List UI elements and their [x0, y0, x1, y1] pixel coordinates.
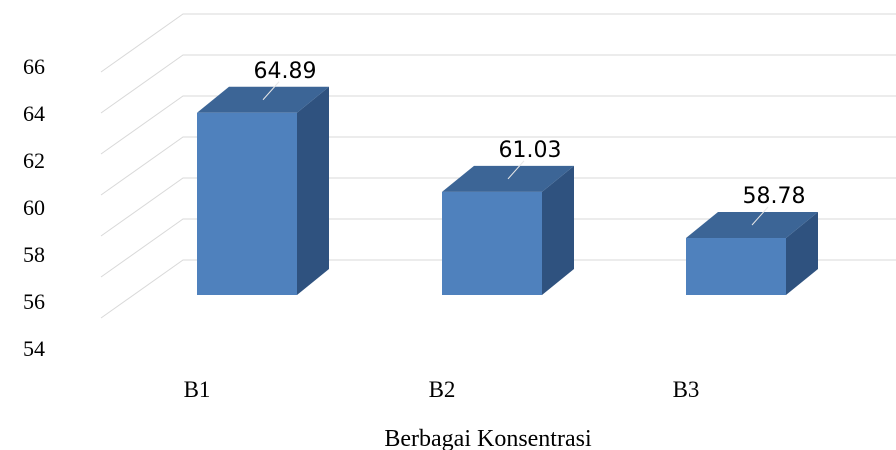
data-label-leader — [507, 160, 525, 180]
y-tick-label: 62 — [23, 148, 45, 173]
y-tick-label: 66 — [23, 54, 45, 79]
y-tick-label: 54 — [23, 336, 45, 361]
y-tick-label: 58 — [23, 242, 45, 267]
data-label: 64.89 — [254, 59, 317, 84]
data-label: 61.03 — [499, 138, 562, 163]
bar-front-face — [686, 238, 786, 295]
data-labels: 64.89 61.03 58.78 — [254, 59, 806, 226]
bar-side-face — [542, 165, 574, 295]
data-label-leader — [262, 81, 280, 101]
y-tick-label: 56 — [23, 289, 45, 314]
gridline — [100, 218, 896, 278]
y-tick-label: 64 — [23, 101, 45, 126]
x-tick-label: B3 — [673, 377, 700, 402]
x-tick-label: B1 — [184, 377, 211, 402]
bars — [197, 86, 818, 295]
bar-side-face — [297, 86, 329, 295]
gridline — [100, 54, 896, 114]
gridline — [100, 13, 896, 73]
bar-front-face — [197, 112, 297, 295]
gridlines — [100, 13, 896, 319]
bar-front-face — [442, 191, 542, 295]
y-tick-label: 60 — [23, 195, 45, 220]
bar-B2 — [442, 165, 574, 295]
bar-B1 — [197, 86, 329, 295]
gridline — [100, 259, 896, 319]
gridline — [100, 95, 896, 155]
y-axis-ticks: 54 56 58 60 62 64 66 — [23, 54, 45, 361]
data-label: 58.78 — [743, 184, 806, 209]
gridline — [100, 177, 896, 237]
data-label-leader — [751, 206, 769, 226]
x-axis-label: Berbagai Konsentrasi — [384, 426, 592, 450]
bar-side-face — [786, 212, 818, 295]
x-tick-label: B2 — [429, 377, 456, 402]
gridline — [100, 136, 896, 196]
x-axis-ticks: B1 B2 B3 — [184, 377, 700, 402]
